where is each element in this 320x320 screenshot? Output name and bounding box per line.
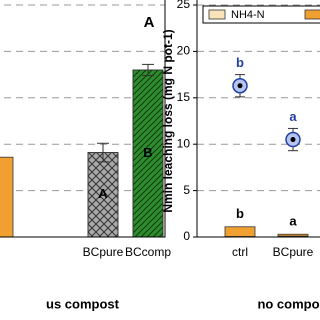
bar (277, 233, 309, 237)
x-tick-label: BCpure (273, 245, 314, 259)
y-tick-label: 20 (177, 44, 191, 58)
legend-box (202, 5, 320, 24)
panel-label: A (144, 14, 155, 31)
point-center (237, 83, 243, 89)
significance-letter: B (143, 145, 152, 160)
y-tick-label: 0 (183, 229, 190, 243)
bar-hatch (132, 69, 164, 238)
x-tick-label: BCcomp (125, 245, 171, 259)
significance-letter: A (98, 186, 108, 201)
y-tick-label: 5 (183, 183, 190, 197)
plot-frame (196, 0, 320, 238)
legend-label: NH4-N (231, 9, 265, 21)
point-letter: a (289, 109, 297, 124)
x-tick-label: BCpure (83, 245, 124, 259)
point-center (290, 137, 296, 143)
significance-letter: a (289, 214, 297, 229)
point-letter: b (236, 55, 244, 70)
legend-swatch (208, 9, 226, 20)
y-tick-label: 10 (177, 136, 191, 150)
bar (224, 226, 256, 237)
legend-swatch (304, 9, 320, 20)
y-axis-label: Nmin leaching loss (mg N pot-1) (161, 29, 175, 212)
y-tick-label: 15 (177, 90, 191, 104)
y-tick-label: 25 (177, 0, 191, 11)
x-axis-label: no compo (257, 296, 319, 311)
x-tick-label: ctrl (232, 245, 248, 259)
bar (0, 156, 14, 238)
plot-frame (0, 0, 166, 238)
significance-letter: b (236, 206, 244, 221)
x-axis-label: us compost (46, 296, 120, 311)
